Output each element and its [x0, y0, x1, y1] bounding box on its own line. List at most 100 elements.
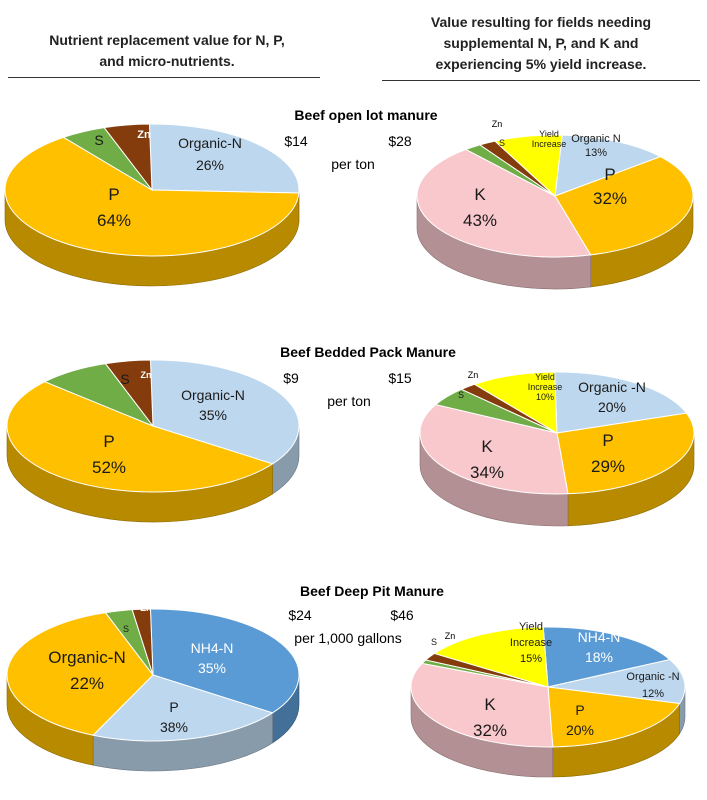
- pie-6-nh4-n-label: NH4-N: [578, 629, 621, 645]
- pie-2-p-label: P: [604, 165, 615, 184]
- pie-2-k-label: K: [474, 185, 486, 204]
- pie-4-s-label: S: [458, 390, 464, 400]
- left-header-line-1: Nutrient replacement value for N, P,: [49, 32, 285, 48]
- pie-3-p-label: P: [103, 432, 114, 451]
- pie-4-yield-label-line-1: Yield: [535, 372, 555, 382]
- pie-3-zn-label: Zn: [141, 370, 152, 380]
- pie-5-slice-p: [6, 612, 154, 736]
- pie-5-p-percent: 38%: [160, 719, 188, 735]
- section-1-unit: per ton: [331, 156, 375, 172]
- pie-3-slice-organic-n: [149, 359, 300, 465]
- section-1-value-right: $28: [388, 133, 412, 149]
- pie-3-organic-n-label: Organic-N: [181, 387, 245, 403]
- pie-chart-5: NH4-N 35% Organic-N 22% P 38% S Zn: [6, 603, 300, 772]
- pie-3-slice-zn: [104, 359, 154, 428]
- pie-6-yield-label-line-1: Yield: [519, 621, 543, 633]
- section-3-title: Beef Deep Pit Manure: [300, 583, 444, 599]
- pie-2-organic-n-percent: 13%: [585, 147, 607, 159]
- section-3-value-right: $46: [390, 607, 414, 623]
- pie-chart-3: Organic-N 35% P 52% S Zn: [6, 359, 300, 523]
- pie-6-yield-percent: 15%: [520, 653, 542, 665]
- right-header-rule: [382, 80, 700, 81]
- pies-layer: Organic-N 26% P 64% S Zn Organic N 13% P 32% K 43% S…: [4, 119, 695, 778]
- pie-1-p-percent: 64%: [97, 211, 131, 230]
- pie-4-k-percent: 34%: [470, 463, 504, 482]
- pie-6-slice-organic-n: [547, 659, 686, 705]
- pie-4-p-label: P: [602, 431, 613, 450]
- right-header-line-2: supplemental N, P, and K and: [443, 35, 639, 51]
- right-column-header: Value resulting for fields needing suppl…: [376, 12, 706, 75]
- pie-6-p-label: P: [575, 702, 584, 718]
- section-3-unit: per 1,000 gallons: [294, 630, 401, 646]
- section-1-value-left: $14: [284, 133, 308, 149]
- pie-4-organic-n-label: Organic -N: [578, 379, 646, 395]
- pie-6-yield-label-line-2: Increase: [510, 637, 552, 649]
- pie-2-k-percent: 43%: [463, 211, 497, 230]
- pie-4-organic-n-percent: 20%: [598, 399, 626, 415]
- pie-6-slice-p: [547, 686, 681, 748]
- pie-2-slice-yield: [493, 134, 563, 198]
- pie-6-k-label: K: [484, 695, 496, 714]
- section-2-value-right: $15: [388, 370, 412, 386]
- pie-1-organic-n-percent: 26%: [196, 157, 224, 173]
- pie-2-zn-label: Zn: [492, 119, 503, 129]
- pie-6-zn-label: Zn: [445, 631, 456, 641]
- section-3-value-left: $24: [288, 607, 312, 623]
- pie-5-nh4-n-percent: 35%: [198, 660, 226, 676]
- pie-chart-6: NH4-N 18% Organic -N 12% P 20% K 32% S Zn Yield Inc…: [410, 621, 686, 778]
- pie-4-p-percent: 29%: [591, 457, 625, 476]
- pie-1-zn-label: Zn: [137, 129, 151, 141]
- right-header-line-1: Value resulting for fields needing: [430, 14, 652, 30]
- pie-chart-1: Organic-N 26% P 64% S Zn: [4, 123, 300, 287]
- pie-1-slice-zn: [103, 123, 153, 192]
- left-column-header: Nutrient replacement value for N, P, and…: [8, 30, 326, 72]
- pie-5-p-label: P: [169, 699, 178, 715]
- section-2-value-left: $9: [283, 370, 299, 386]
- pie-6-slice-nh4-n: [542, 626, 671, 688]
- pie-5-nh4-n-label: NH4-N: [191, 640, 234, 656]
- pie-2-slice-organic-n: [554, 134, 662, 197]
- pie-5-slice-organic-n: [92, 674, 274, 742]
- pie-1-organic-n-label: Organic-N: [178, 135, 242, 151]
- pie-5-organic-n-label: Organic-N: [48, 648, 125, 667]
- pie-1-slice-p: [4, 136, 300, 257]
- pie-6-organic-n-percent: 12%: [642, 688, 664, 700]
- pie-6-s-label: S: [431, 637, 437, 647]
- pie-5-s-label: S: [123, 624, 129, 634]
- pie-2-yield-label-line-2: Increase: [532, 139, 567, 149]
- pie-2-organic-n-label: Organic N: [571, 133, 621, 145]
- pie-5-slice-nh4-n: [149, 608, 300, 714]
- section-2-title: Beef Bedded Pack Manure: [280, 344, 456, 360]
- pie-3-slice-p: [6, 381, 274, 493]
- pie-2-s-label: S: [499, 138, 505, 148]
- pie-3-p-percent: 52%: [92, 458, 126, 477]
- pie-6-k-percent: 32%: [473, 721, 507, 740]
- pie-4-slice-yield: [473, 371, 558, 434]
- right-header-line-3: experiencing 5% yield increase.: [435, 56, 647, 72]
- section-1-title: Beef open lot manure: [294, 107, 437, 123]
- pie-2-slice-p: [554, 156, 694, 256]
- pie-4-yield-percent: 10%: [536, 392, 554, 402]
- pie-5-organic-n-percent: 22%: [70, 674, 104, 693]
- section-2-unit: per ton: [327, 393, 371, 409]
- pie-2-yield-label-line-1: Yield: [539, 129, 559, 139]
- left-header-line-2: and micro-nutrients.: [99, 53, 235, 69]
- pie-1-s-label: S: [94, 132, 103, 148]
- pie-4-slice-p: [556, 412, 695, 495]
- pie-4-k-label: K: [481, 437, 493, 456]
- pie-2-slice-k: [416, 148, 592, 258]
- pie-6-slice-k: [410, 662, 554, 748]
- pie-6-p-percent: 20%: [566, 722, 594, 738]
- pie-4-zn-label: Zn: [468, 370, 479, 380]
- pie-6-nh4-n-percent: 18%: [585, 649, 613, 665]
- pie-1-slice-organic-n: [148, 123, 300, 194]
- pie-4-yield-label-line-2: Increase: [528, 382, 563, 392]
- pie-1-p-label: P: [108, 185, 119, 204]
- pie-5-zn-label: Zn: [141, 603, 152, 613]
- pie-2-p-percent: 32%: [593, 189, 627, 208]
- sections-layer: Beef open lot manure $14 $28 per ton Bee…: [280, 107, 456, 646]
- pie-3-organic-n-percent: 35%: [199, 407, 227, 423]
